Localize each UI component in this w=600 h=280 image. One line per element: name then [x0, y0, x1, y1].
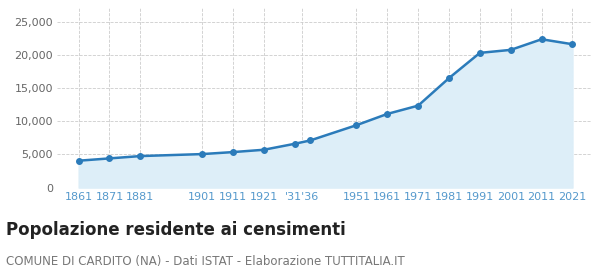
- Text: Popolazione residente ai censimenti: Popolazione residente ai censimenti: [6, 221, 346, 239]
- Text: COMUNE DI CARDITO (NA) - Dati ISTAT - Elaborazione TUTTITALIA.IT: COMUNE DI CARDITO (NA) - Dati ISTAT - El…: [6, 255, 405, 268]
